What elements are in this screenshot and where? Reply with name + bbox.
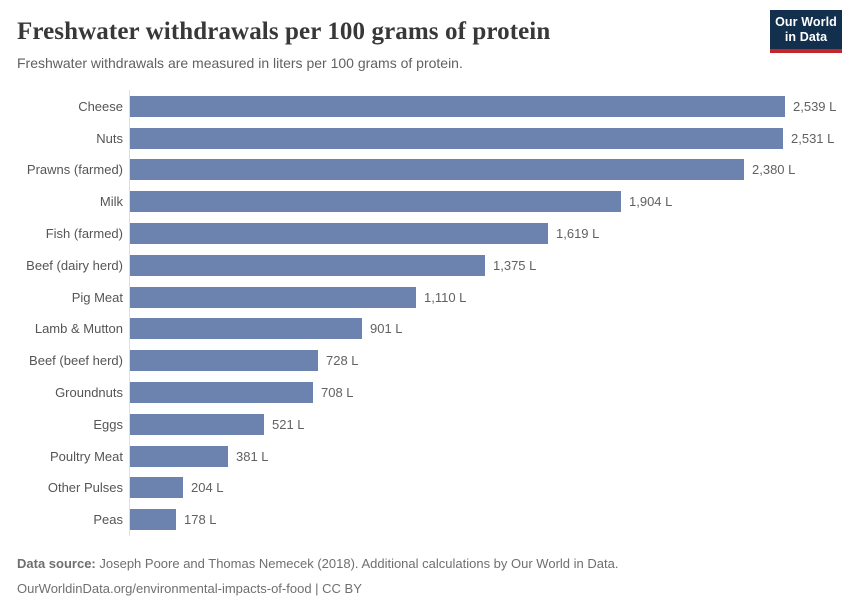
- bar-chart: Cheese 2,539 L Nuts 2,531 L Prawns (farm…: [17, 90, 837, 536]
- value-label: 2,380 L: [752, 162, 796, 178]
- owid-logo-line1: Our World: [775, 15, 837, 29]
- value-label: 1,110 L: [424, 289, 467, 305]
- chart-footer: Data source: Joseph Poore and Thomas Nem…: [17, 551, 833, 600]
- value-label: 1,904 L: [629, 194, 673, 210]
- data-source-label: Data source:: [17, 555, 96, 571]
- category-label: Poultry Meat: [50, 448, 123, 464]
- bar[interactable]: [130, 95, 785, 117]
- bar-row: Peas 178 L: [17, 503, 833, 536]
- bar-track: 901 L: [129, 312, 833, 345]
- bar[interactable]: [130, 350, 318, 372]
- page-title: Freshwater withdrawals per 100 grams of …: [17, 18, 551, 45]
- bar-row: Beef (dairy herd) 1,375 L: [17, 249, 833, 282]
- bar[interactable]: [130, 318, 362, 340]
- bar[interactable]: [130, 477, 183, 499]
- bar-row: Other Pulses 204 L: [17, 471, 833, 504]
- category-label: Pig Meat: [71, 289, 123, 305]
- bar-track: 1,375 L: [129, 249, 833, 282]
- bar[interactable]: [130, 254, 485, 276]
- category-label: Lamb & Mutton: [34, 321, 123, 337]
- value-label: 901 L: [370, 321, 403, 337]
- bar-track: 2,380 L: [129, 153, 833, 186]
- category-label: Other Pulses: [47, 480, 123, 496]
- owid-logo-line2: in Data: [784, 30, 828, 44]
- category-label: Cheese: [78, 98, 123, 114]
- bar[interactable]: [130, 445, 228, 467]
- value-label: 521 L: [272, 416, 305, 432]
- value-label: 204 L: [191, 480, 224, 496]
- owid-logo[interactable]: Our World in Data: [770, 10, 842, 53]
- value-label: 2,531 L: [791, 130, 835, 146]
- category-label: Nuts: [96, 130, 123, 146]
- category-label: Peas: [93, 512, 123, 528]
- bar-row: Fish (farmed) 1,619 L: [17, 217, 833, 250]
- bar[interactable]: [130, 222, 548, 244]
- bar[interactable]: [130, 381, 313, 403]
- category-label: Groundnuts: [55, 384, 123, 400]
- bar-row: Poultry Meat 381 L: [17, 440, 833, 472]
- bar[interactable]: [130, 191, 621, 213]
- bar[interactable]: [130, 286, 416, 308]
- bar-track: 381 L: [129, 440, 833, 472]
- bar-track: 1,619 L: [129, 217, 833, 250]
- bar-row: Pig Meat 1,110 L: [17, 281, 833, 313]
- bar-row: Cheese 2,539 L: [17, 90, 837, 123]
- bar-row: Beef (beef herd) 728 L: [17, 344, 833, 377]
- bar-row: Milk 1,904 L: [17, 185, 833, 218]
- bar-row: Lamb & Mutton 901 L: [17, 312, 833, 345]
- bar-track: 708 L: [129, 376, 833, 409]
- bar-track: 1,904 L: [129, 185, 833, 218]
- bar[interactable]: [130, 509, 176, 531]
- bar-row: Prawns (farmed) 2,380 L: [17, 153, 833, 186]
- category-label: Beef (beef herd): [29, 353, 123, 369]
- category-label: Milk: [99, 194, 123, 210]
- category-label: Fish (farmed): [45, 225, 123, 241]
- data-source-text: Joseph Poore and Thomas Nemecek (2018). …: [95, 555, 619, 571]
- chart-subtitle: Freshwater withdrawals are measured in l…: [17, 55, 463, 72]
- bar-track: 178 L: [129, 503, 833, 536]
- value-label: 178 L: [184, 512, 217, 528]
- value-label: 728 L: [326, 353, 359, 369]
- bar-track: 1,110 L: [129, 281, 833, 313]
- bar[interactable]: [130, 159, 744, 181]
- category-label: Eggs: [93, 416, 123, 432]
- bar-track: 728 L: [129, 344, 833, 377]
- chart-header: Freshwater withdrawals per 100 grams of …: [17, 10, 842, 72]
- bar-track: 521 L: [129, 408, 833, 441]
- license-line: OurWorldinData.org/environmental-impacts…: [17, 580, 362, 596]
- value-label: 1,619 L: [556, 225, 600, 241]
- category-label: Beef (dairy herd): [26, 257, 123, 273]
- bar-row: Nuts 2,531 L: [17, 122, 834, 154]
- value-label: 2,539 L: [793, 98, 837, 114]
- bar-row: Groundnuts 708 L: [17, 376, 833, 409]
- bar-track: 2,539 L: [129, 90, 837, 123]
- bar-track: 2,531 L: [129, 122, 834, 154]
- category-label: Prawns (farmed): [26, 162, 123, 178]
- bar[interactable]: [130, 127, 783, 149]
- value-label: 708 L: [321, 384, 354, 400]
- value-label: 381 L: [236, 448, 269, 464]
- bar-track: 204 L: [129, 471, 833, 504]
- data-source-line: Data source: Joseph Poore and Thomas Nem…: [17, 551, 833, 576]
- bar-row: Eggs 521 L: [17, 408, 833, 441]
- bar[interactable]: [130, 413, 264, 435]
- value-label: 1,375 L: [493, 257, 537, 273]
